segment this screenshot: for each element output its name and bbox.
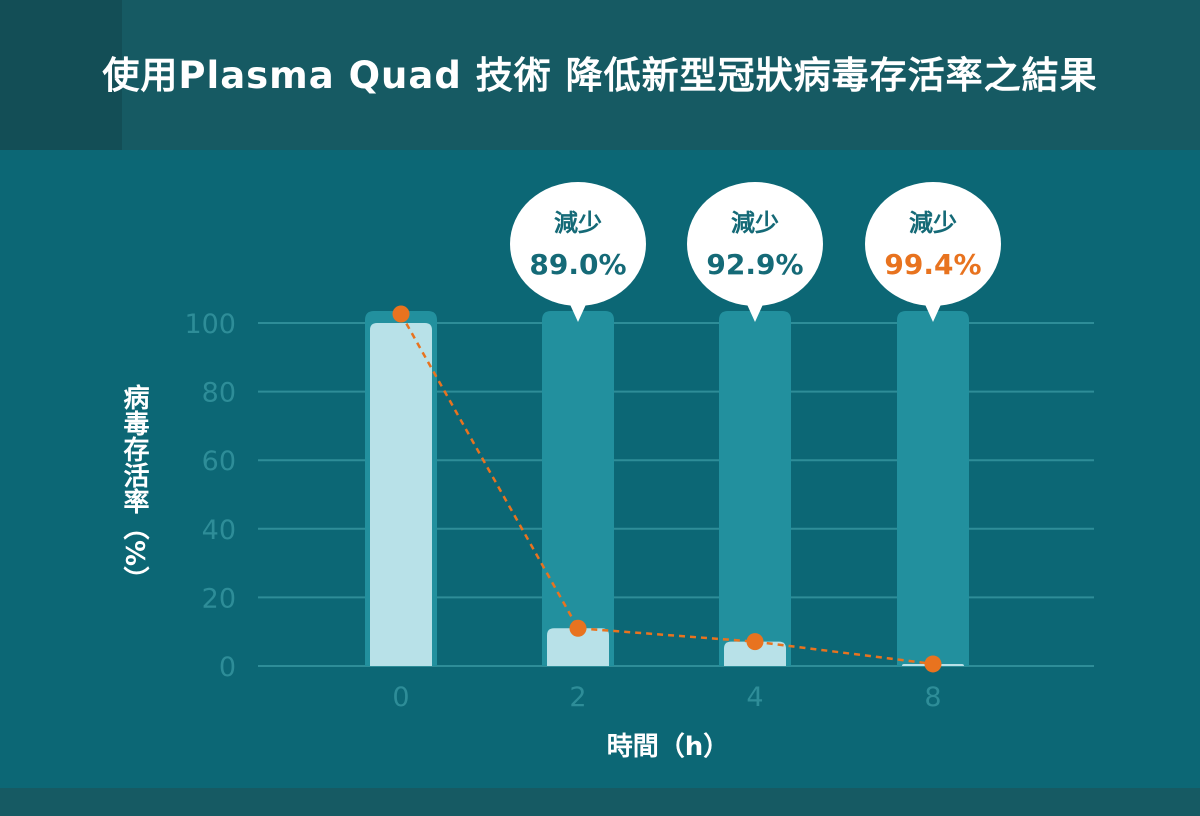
- bars: [365, 311, 969, 666]
- callout-label: 減少: [731, 209, 779, 237]
- trend-line-path: [399, 313, 934, 666]
- bar-background: [897, 311, 969, 666]
- reduction-callout: 減少 92.9%: [687, 182, 823, 322]
- callout-bubble: [687, 182, 823, 306]
- reduction-callout: 減少 89.0%: [510, 182, 646, 322]
- footer-strip: [0, 788, 1200, 816]
- bar: [370, 323, 432, 666]
- callout-pointer: [923, 300, 943, 322]
- callout-value: 99.4%: [884, 248, 981, 281]
- reduction-callout: 減少 99.4%: [865, 182, 1001, 322]
- y-tick-label: 100: [184, 309, 236, 340]
- callout-bubble: [865, 182, 1001, 306]
- y-axis-ticks: 0 20 40 60 80 100: [184, 309, 236, 683]
- y-tick-label: 0: [219, 652, 236, 683]
- bar: [724, 641, 786, 666]
- bar-background: [542, 311, 614, 666]
- callout-value: 89.0%: [529, 248, 626, 281]
- y-axis-label: 病毒存活率（%）: [119, 384, 149, 592]
- title-banner-accent: [0, 0, 122, 150]
- trend-line: [392, 305, 942, 673]
- callout-bubble: [510, 182, 646, 306]
- x-tick-label: 4: [746, 682, 763, 713]
- chart-title: 使用Plasma Quad 技術 降低新型冠狀病毒存活率之結果: [102, 54, 1098, 97]
- reduction-callouts: 減少 89.0% 減少 92.9% 減少 99.4%: [510, 182, 1001, 322]
- bar: [547, 628, 609, 666]
- x-axis-label: 時間（h）: [607, 732, 730, 762]
- y-tick-label: 40: [202, 515, 236, 546]
- data-point: [924, 655, 942, 673]
- title-banner: 使用Plasma Quad 技術 降低新型冠狀病毒存活率之結果: [0, 0, 1200, 150]
- x-tick-label: 0: [392, 682, 409, 713]
- callout-label: 減少: [554, 209, 602, 237]
- x-tick-label: 2: [569, 682, 586, 713]
- callout-pointer: [568, 300, 588, 322]
- callout-value: 92.9%: [706, 248, 803, 281]
- y-tick-label: 80: [202, 378, 236, 409]
- data-point: [569, 619, 587, 637]
- x-tick-label: 8: [924, 682, 941, 713]
- x-axis-ticks: 0 2 4 8: [392, 682, 941, 713]
- y-tick-label: 20: [202, 583, 236, 614]
- data-point: [746, 633, 764, 651]
- callout-label: 減少: [909, 209, 957, 237]
- callout-pointer: [745, 300, 765, 322]
- y-tick-label: 60: [202, 446, 236, 477]
- bar-background: [719, 311, 791, 666]
- data-point: [392, 305, 410, 323]
